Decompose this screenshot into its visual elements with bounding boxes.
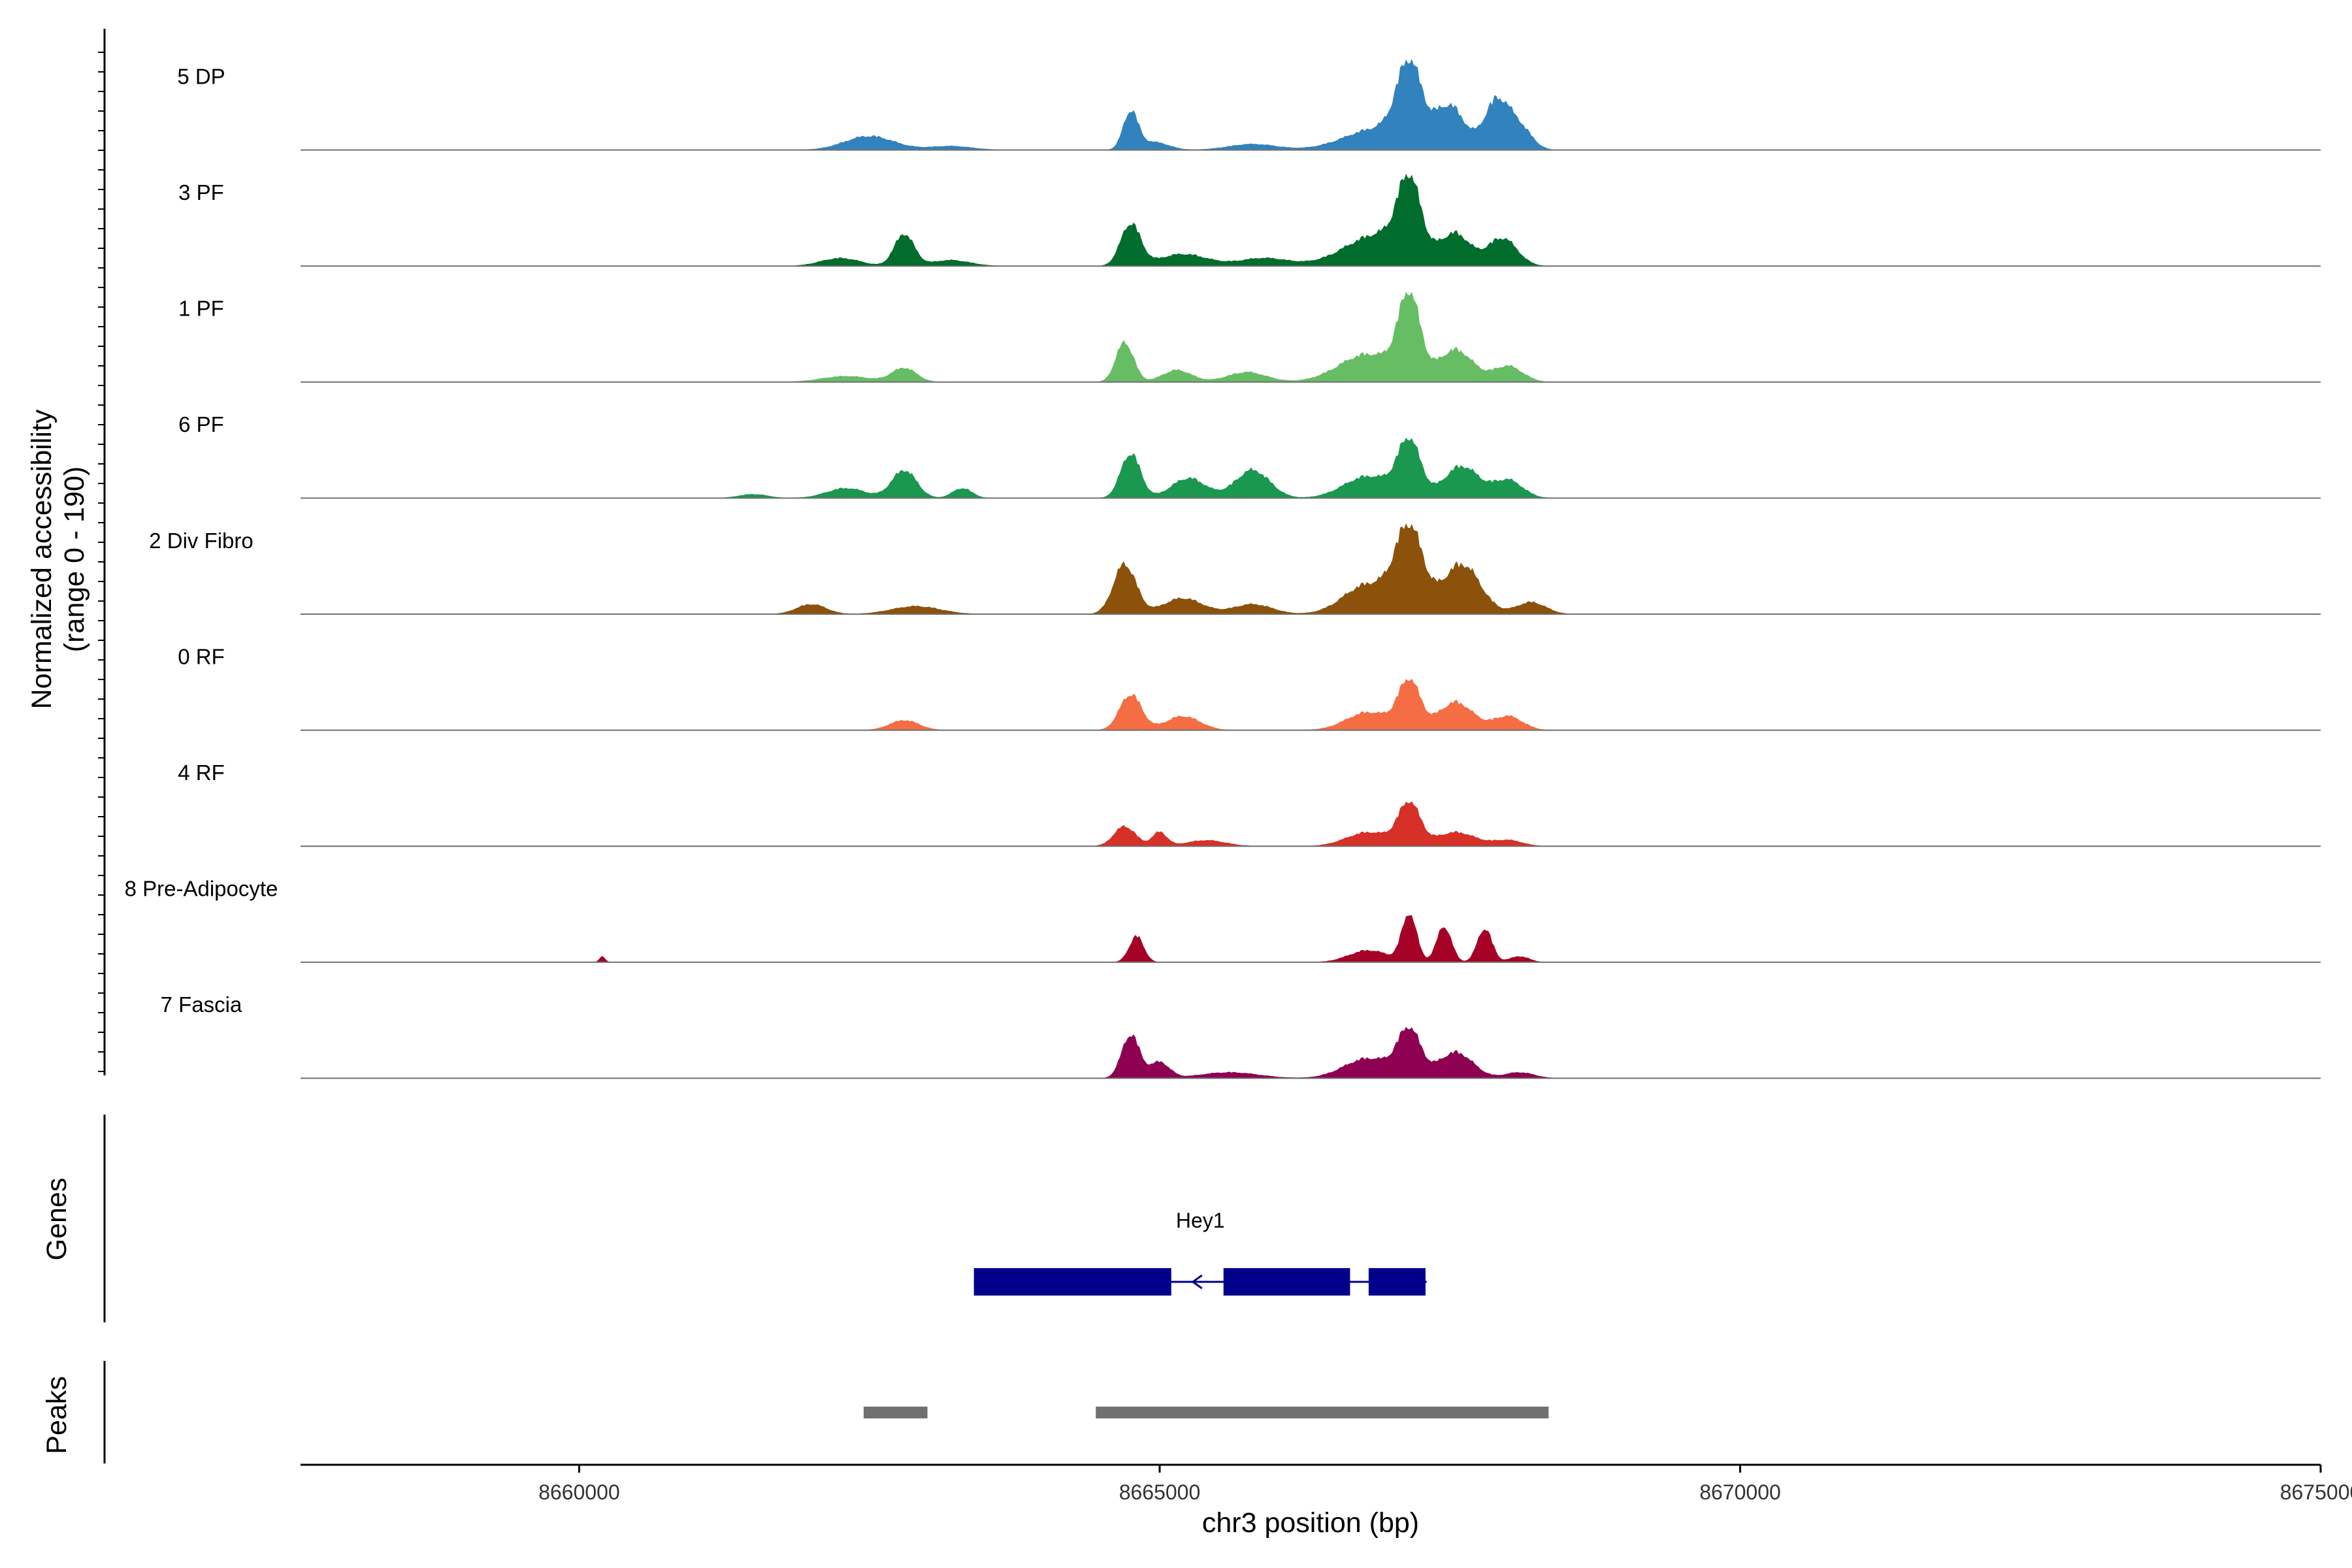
track-7-fascia: 7 Fascia (161, 992, 2321, 1079)
track-0-rf: 0 RF (178, 644, 2321, 731)
gene-exon (1368, 1268, 1426, 1296)
track-label: 0 RF (178, 644, 225, 668)
track-8-pre-adipocyte: 8 Pre-Adipocyte (125, 877, 2321, 963)
coverage-area (301, 437, 2321, 498)
gene-track: Hey1 (973, 1209, 1427, 1296)
track-label: 5 DP (177, 64, 225, 88)
y-axis-ticks (98, 52, 105, 1072)
x-tick-label: 8665000 (1119, 1480, 1201, 1504)
coverage-area (301, 59, 2321, 150)
track-label: 3 PF (178, 180, 224, 204)
track-4-rf: 4 RF (178, 760, 2321, 847)
coverage-area (301, 915, 2321, 962)
track-1-pf: 1 PF (178, 291, 2321, 383)
x-tick-label: 8660000 (538, 1480, 620, 1504)
genes-panel-title: Genes (41, 1178, 73, 1261)
gene-label-hey1: Hey1 (1176, 1209, 1225, 1232)
track-6-pf: 6 PF (178, 412, 2321, 499)
track-label: 2 Div Fibro (149, 529, 253, 553)
x-tick-label: 8675000 (2280, 1480, 2352, 1504)
x-axis-title: chr3 position (bp) (1202, 1507, 1419, 1539)
y-axis-title: Normalized accessibility (26, 409, 57, 709)
peak-region-bar (863, 1407, 928, 1418)
x-tick-label: 8670000 (1699, 1480, 1781, 1504)
strand-arrow-icon (1191, 1274, 1203, 1290)
x-axis-ticks: 8660000 8665000 8670000 8675000 (538, 1465, 2352, 1504)
track-label: 6 PF (178, 412, 224, 436)
track-5-dp: 5 DP (177, 59, 2321, 151)
gene-exon (1223, 1268, 1350, 1296)
coverage-tracks: 5 DP 3 PF 1 PF 6 PF 2 Div Fibro 0 RF 4 RF 8 Pre… (125, 59, 2321, 1079)
track-label: 8 Pre-Adipocyte (125, 877, 278, 901)
coverage-area (301, 678, 2321, 730)
peaks-panel-title: Peaks (41, 1376, 73, 1454)
y-axis-range: (range 0 - 190) (59, 466, 90, 652)
coverage-area (301, 291, 2321, 382)
track-2-div-fibro: 2 Div Fibro (149, 523, 2321, 615)
coverage-area (301, 173, 2321, 267)
coverage-area (301, 523, 2321, 614)
track-3-pf: 3 PF (178, 173, 2321, 267)
coverage-area (301, 1026, 2321, 1079)
peak-region-bar (1096, 1407, 1549, 1418)
gene-exon (973, 1268, 1171, 1296)
peak-track (863, 1407, 1549, 1418)
track-label: 4 RF (178, 760, 225, 785)
track-label: 1 PF (178, 297, 224, 321)
coverage-area (301, 801, 2321, 847)
track-label: 7 Fascia (161, 992, 242, 1017)
